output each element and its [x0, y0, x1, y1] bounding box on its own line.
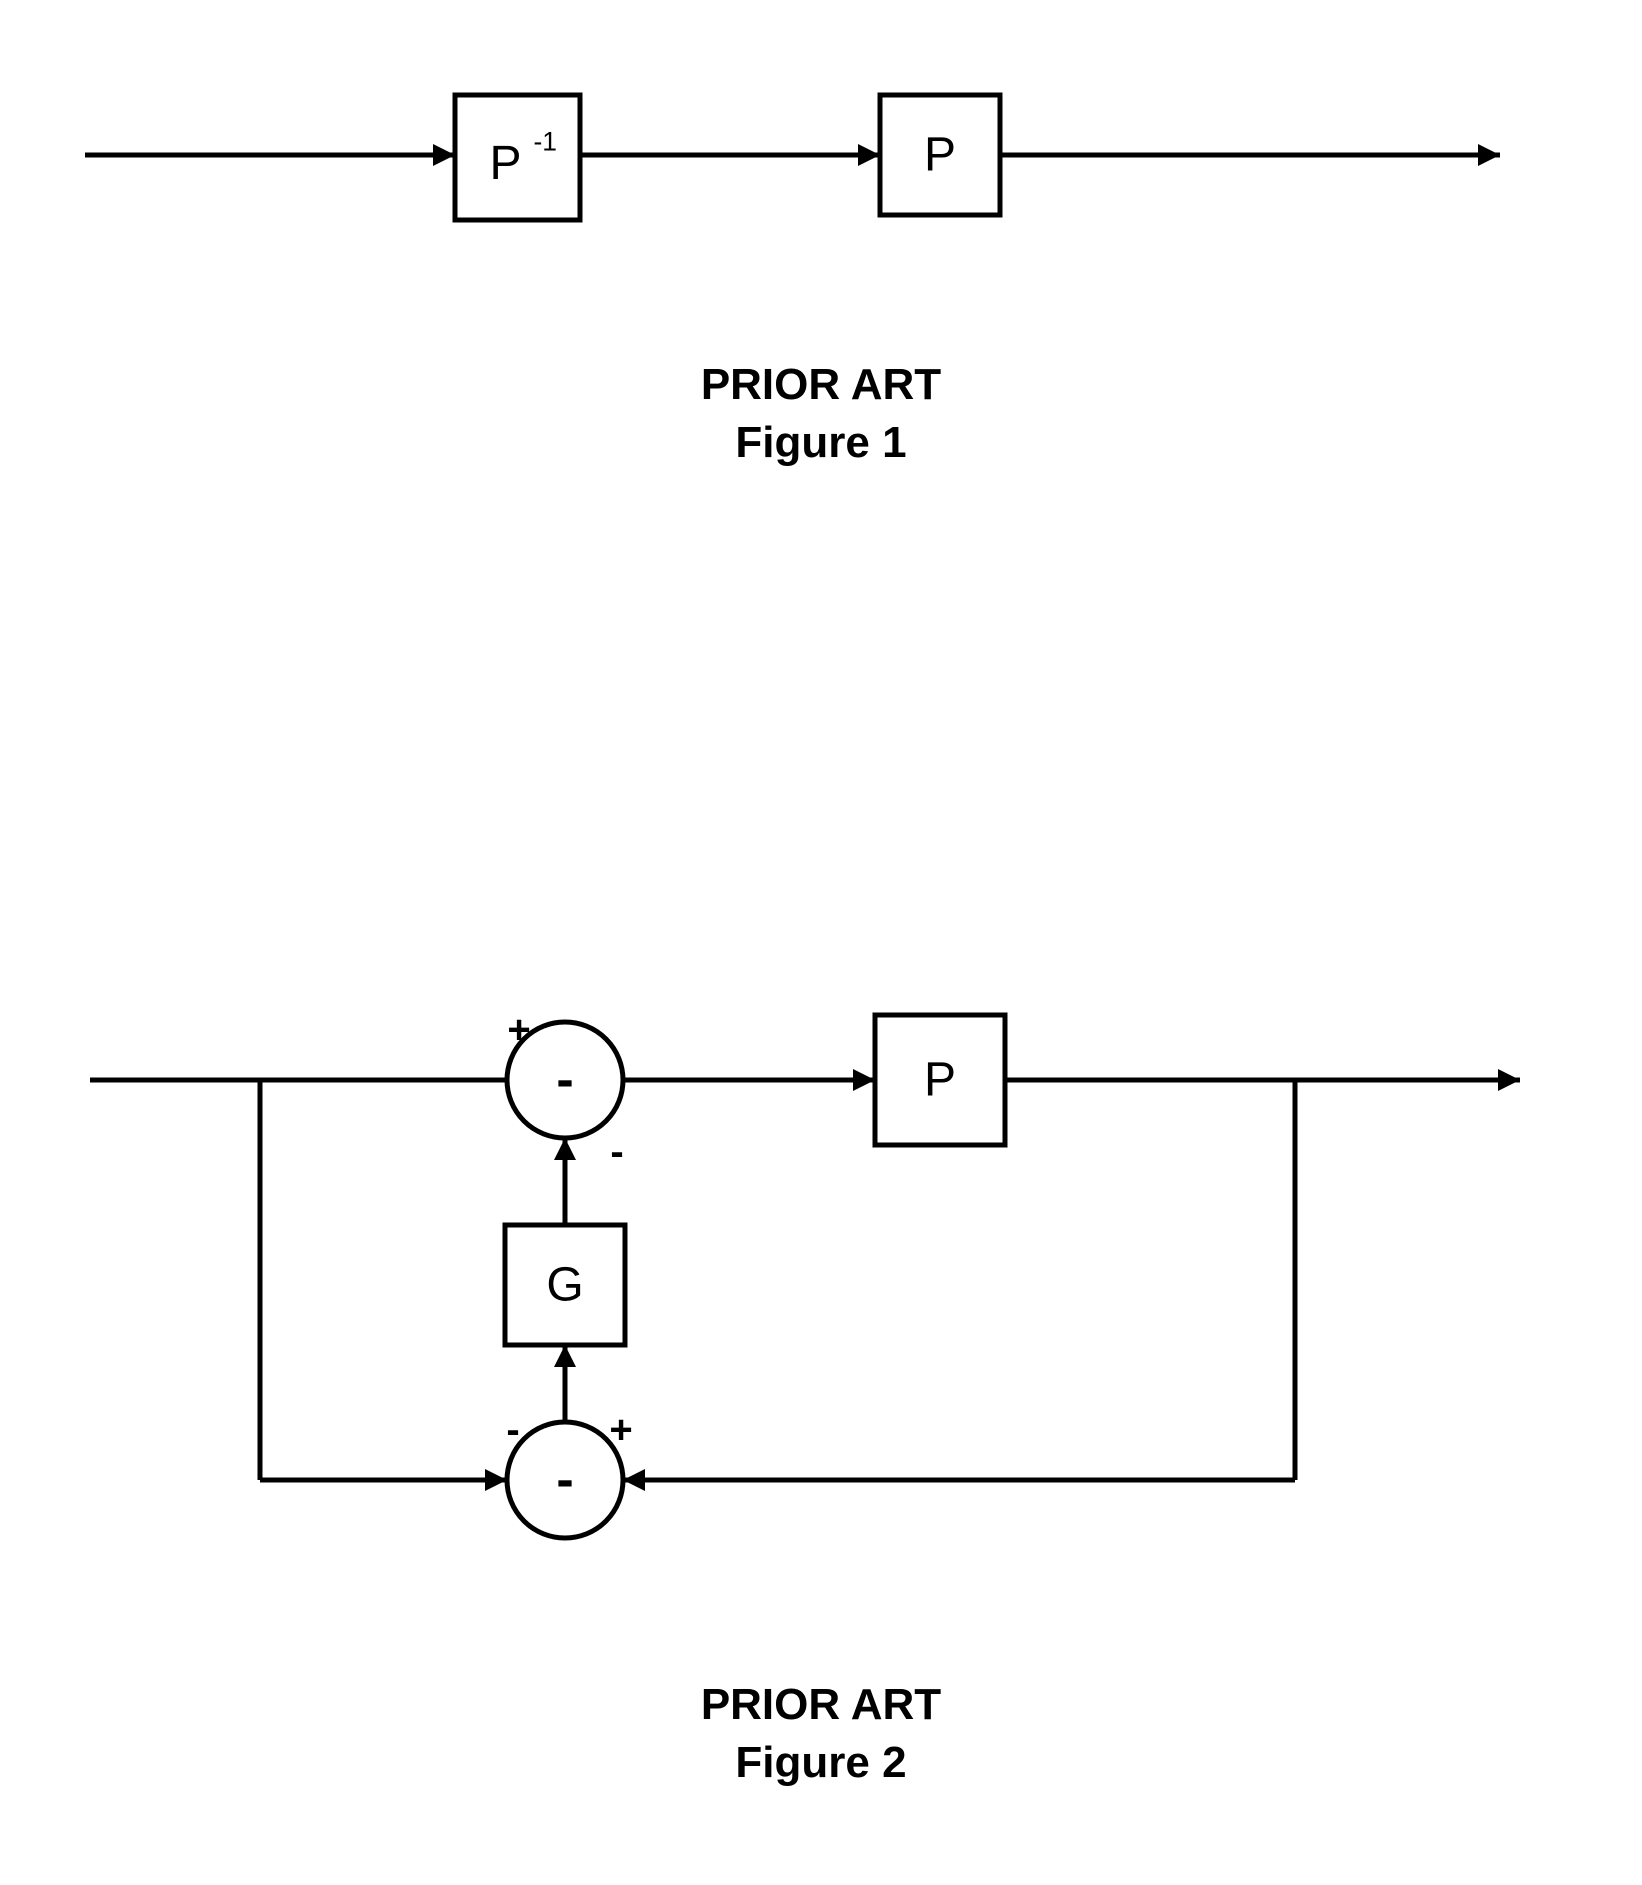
figure-1-caption-line1: PRIOR ART: [0, 360, 1642, 410]
svg-text:-: -: [506, 1408, 519, 1452]
svg-text:-: -: [610, 1130, 623, 1174]
svg-text:G: G: [546, 1259, 583, 1312]
svg-text:P: P: [489, 137, 521, 190]
figure-1-caption-line2: Figure 1: [0, 418, 1642, 468]
figure-2-caption-line2: Figure 2: [0, 1738, 1642, 1788]
svg-text:-1: -1: [534, 127, 557, 157]
svg-text:-: -: [556, 1051, 573, 1109]
svg-text:P: P: [924, 129, 956, 182]
figure-2-diagram: +----+PG: [0, 720, 1642, 1620]
figure-1-diagram: P -1 P: [0, 0, 1642, 320]
figure-1-caption: PRIOR ART Figure 1: [0, 360, 1642, 468]
page: P-1P PRIOR ART Figure 1 +----+PG PRIOR A…: [0, 0, 1642, 1885]
figure-2-caption-line1: PRIOR ART: [0, 1680, 1642, 1730]
svg-text:P: P: [924, 1054, 956, 1107]
svg-text:+: +: [507, 1008, 530, 1052]
figure-2-caption: PRIOR ART Figure 2: [0, 1680, 1642, 1788]
svg-text:-: -: [556, 1451, 573, 1509]
svg-text:+: +: [609, 1408, 632, 1452]
